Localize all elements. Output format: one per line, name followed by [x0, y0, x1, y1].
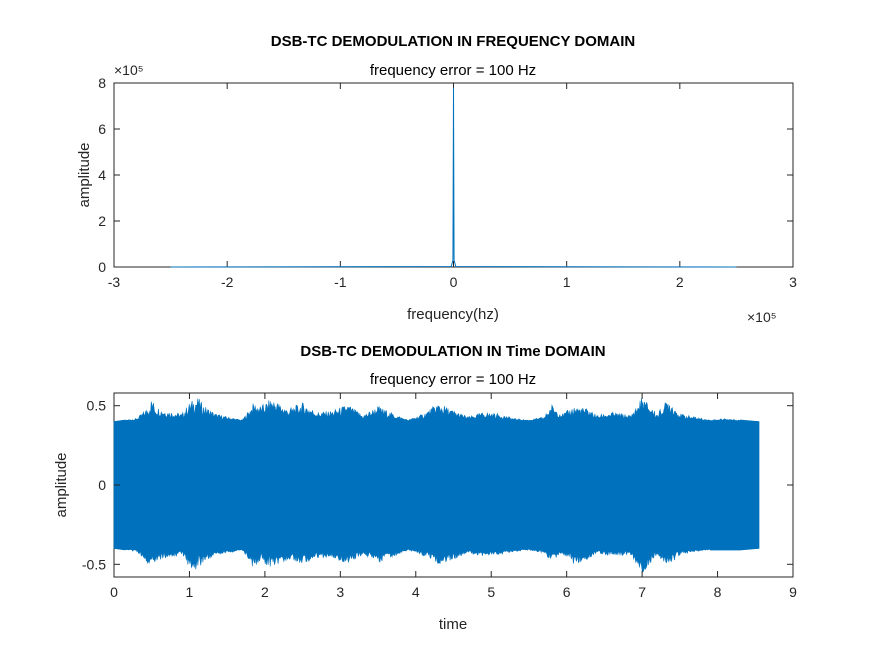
- x-tick-label: 8: [714, 584, 722, 600]
- y-tick-label: 0.5: [87, 398, 107, 414]
- x-tick-label: 4: [412, 584, 420, 600]
- ax1-xlabel: frequency(hz): [407, 306, 499, 323]
- ax1-title: DSB-TC DEMODULATION IN FREQUENCY DOMAIN: [271, 33, 635, 50]
- ax1-ylabel: amplitude: [76, 142, 93, 207]
- time-domain-axes: DSB-TC DEMODULATION IN Time DOMAIN frequ…: [53, 343, 797, 633]
- x-tick-label: -2: [221, 274, 234, 290]
- x-tick-label: 2: [261, 584, 269, 600]
- spectrum-line: [170, 87, 737, 268]
- x-tick-label: 1: [563, 274, 571, 290]
- time-signal-trace: [113, 398, 760, 573]
- ax2-ylabel: amplitude: [53, 452, 70, 517]
- x-tick-label: -1: [334, 274, 347, 290]
- x-tick-label: 0: [450, 274, 458, 290]
- frequency-domain-axes: DSB-TC DEMODULATION IN FREQUENCY DOMAIN …: [76, 33, 797, 325]
- ax1-x-exponent: ×10⁵: [747, 309, 777, 325]
- x-tick-label: 7: [638, 584, 646, 600]
- x-tick-label: 9: [789, 584, 797, 600]
- ax2-subtitle: frequency error = 100 Hz: [370, 371, 536, 388]
- x-tick-label: 2: [676, 274, 684, 290]
- ax1-y-ticks: 0 2 4 6 8: [98, 75, 793, 275]
- ax2-plot-area: [113, 398, 760, 573]
- y-tick-label: 0: [98, 477, 106, 493]
- y-tick-label: 0: [98, 259, 106, 275]
- y-tick-label: 2: [98, 213, 106, 229]
- x-tick-label: 3: [336, 584, 344, 600]
- ax2-y-ticks: -0.5 0 0.5: [82, 398, 793, 572]
- ax2-title: DSB-TC DEMODULATION IN Time DOMAIN: [300, 343, 605, 360]
- ax2-x-ticks: 0 1 2 3 4 5 6 7 8 9: [110, 393, 797, 600]
- ax1-x-ticks: -3 -2 -1 0 1 2 3: [108, 83, 797, 290]
- y-tick-label: 6: [98, 121, 106, 137]
- x-tick-label: 0: [110, 584, 118, 600]
- y-tick-label: 4: [98, 167, 106, 183]
- ax1-plot-area: [170, 87, 737, 268]
- ax2-xlabel: time: [439, 616, 467, 633]
- x-tick-label: 6: [563, 584, 571, 600]
- ax1-y-exponent: ×10⁵: [114, 62, 144, 78]
- y-tick-label: 8: [98, 75, 106, 91]
- x-tick-label: 1: [186, 584, 194, 600]
- x-tick-label: 5: [487, 584, 495, 600]
- y-tick-label: -0.5: [82, 556, 106, 572]
- ax1-subtitle: frequency error = 100 Hz: [370, 62, 536, 79]
- x-tick-label: 3: [789, 274, 797, 290]
- x-tick-label: -3: [108, 274, 121, 290]
